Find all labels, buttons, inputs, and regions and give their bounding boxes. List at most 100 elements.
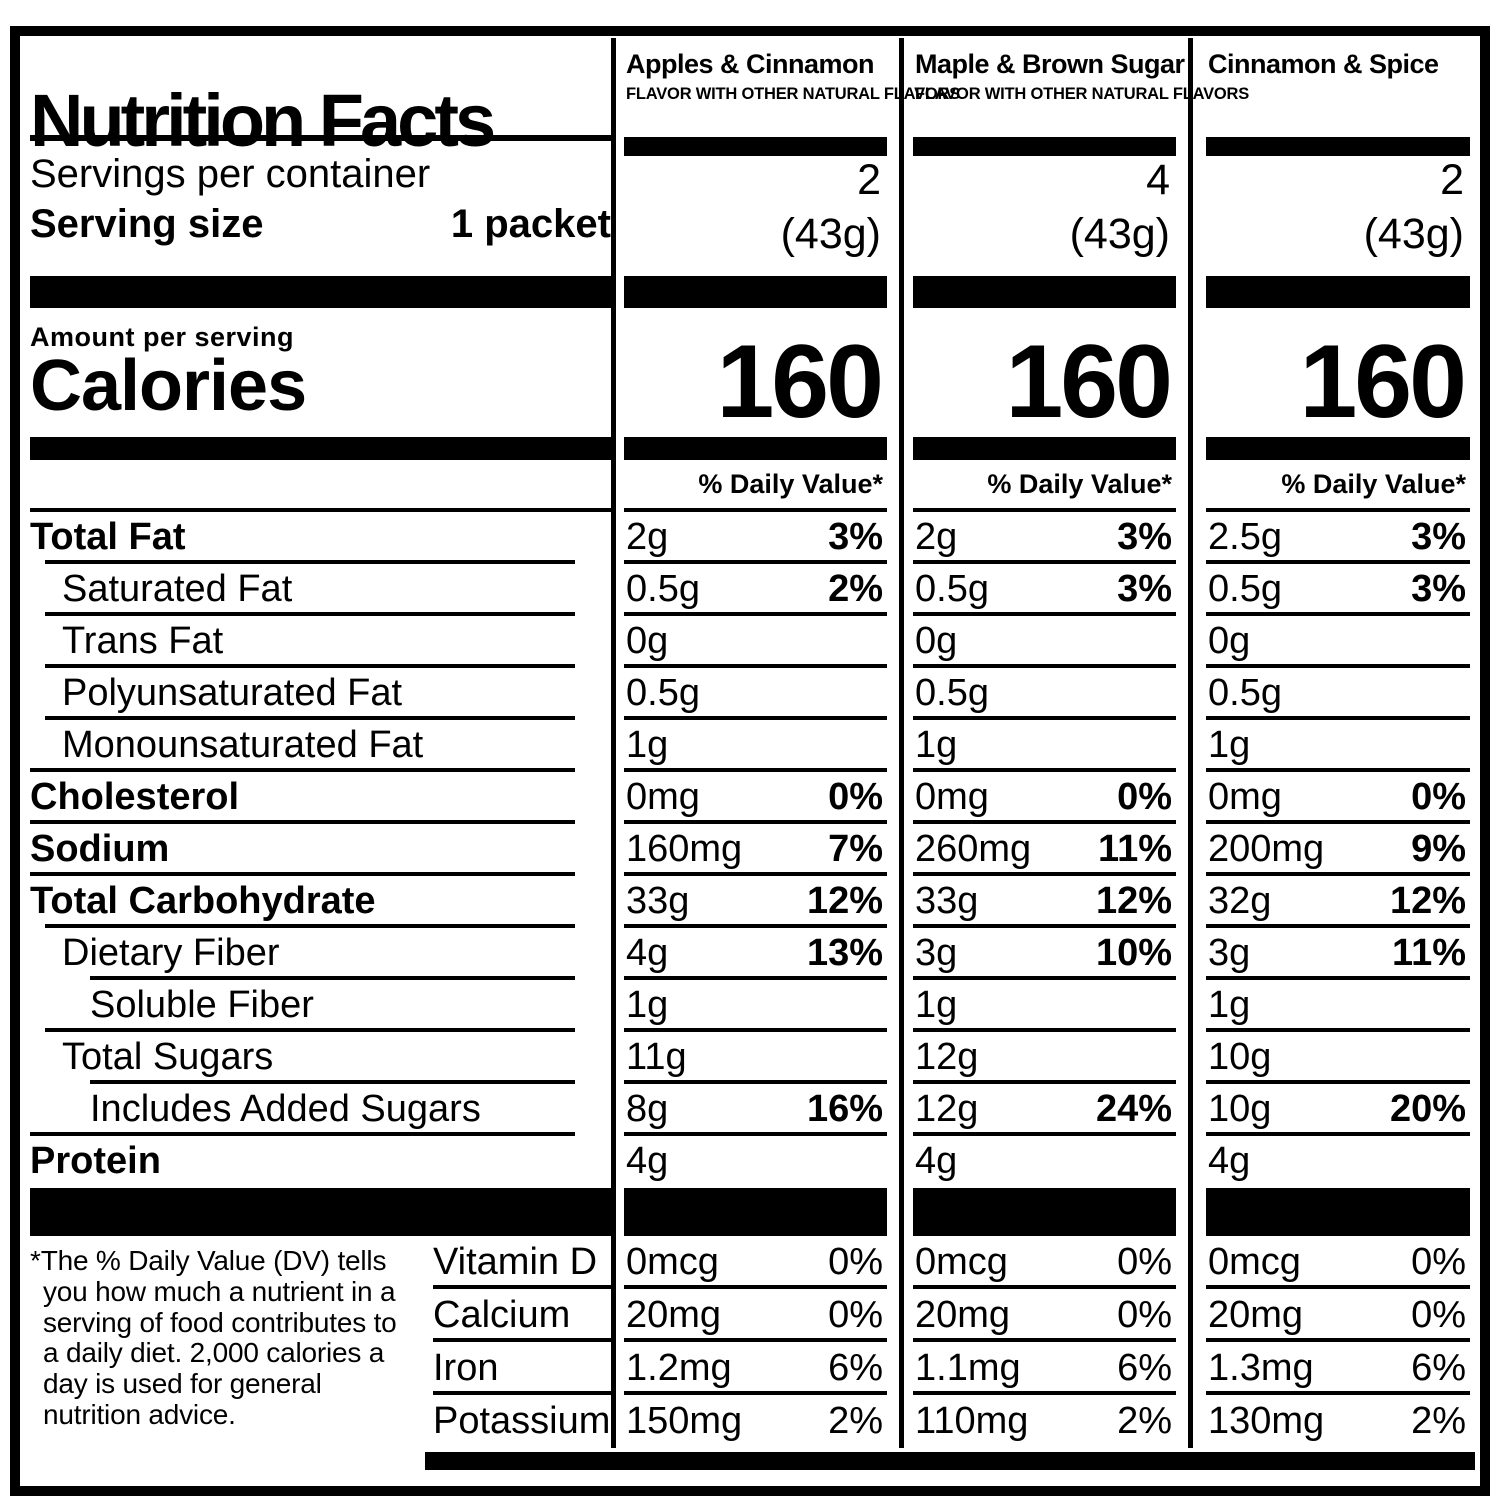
- nutrient-label: Saturated Fat: [62, 568, 293, 611]
- nutrient-value-row: 1g: [624, 980, 887, 1032]
- nutrient-value-row: 0.5g: [1206, 668, 1470, 720]
- nutrient-value-row: 4g: [1206, 1136, 1470, 1188]
- amount-value: 1g: [915, 984, 958, 1027]
- dv-value: 7%: [828, 828, 883, 871]
- amount-per-serving-label: Amount per serving: [30, 322, 295, 352]
- dv-value: 2%: [828, 1399, 883, 1442]
- dv-value: 12%: [806, 880, 883, 923]
- thick-rule: [30, 1188, 611, 1236]
- flavor-name: Apples & Cinnamon: [626, 49, 875, 79]
- serving-weight: (43g): [780, 210, 881, 258]
- amount-value: 10g: [1208, 1088, 1272, 1131]
- amount-value: 12g: [915, 1088, 979, 1131]
- nutrient-label: Soluble Fiber: [90, 984, 314, 1027]
- nutrient-value-row: 11g: [624, 1032, 887, 1084]
- dv-value: 0%: [828, 1240, 883, 1283]
- amount-value: 1g: [1208, 724, 1251, 767]
- amount-value: 3g: [915, 932, 958, 975]
- nutrient-label: Trans Fat: [62, 620, 224, 663]
- thick-rule: [1206, 137, 1470, 156]
- calories-cell: 160: [624, 308, 887, 437]
- title-rule: [30, 135, 611, 141]
- dv-value: 3%: [1411, 516, 1466, 559]
- amount-value: 110mg: [915, 1399, 1029, 1442]
- calories-value: 160: [1005, 324, 1173, 441]
- amount-value: 160mg: [626, 828, 743, 871]
- nutrient-row: Total Carbohydrate: [30, 876, 611, 928]
- vitamin-row: Vitamin D: [433, 1236, 611, 1289]
- amount-value: 0.5g: [626, 568, 700, 611]
- vitamin-value-row: 20mg 0%: [1206, 1289, 1470, 1342]
- nutrient-value-row: 260mg 11%: [913, 824, 1176, 876]
- amount-value: 0.5g: [915, 568, 989, 611]
- daily-value-header-text: % Daily Value*: [698, 469, 883, 499]
- dv-value: 0%: [1411, 1240, 1466, 1283]
- thick-rule: [1206, 437, 1470, 460]
- servings-per-container-label: Servings per container: [30, 152, 431, 196]
- nutrient-value-row: 0g: [913, 616, 1176, 668]
- servings-count: 2: [1440, 156, 1464, 204]
- calories-value: 160: [1299, 324, 1467, 441]
- nutrient-value-row: 3g 10%: [913, 928, 1176, 980]
- amount-value: 4g: [626, 932, 669, 975]
- amount-value: 0mcg: [1208, 1240, 1301, 1283]
- column-divider: [611, 38, 616, 1448]
- dv-value: 0%: [828, 1293, 883, 1336]
- amount-value: 20mg: [626, 1293, 722, 1336]
- vitamin-value-row: 1.2mg 6%: [624, 1342, 887, 1395]
- daily-value-header-spacer: [30, 460, 611, 512]
- flavor-header: Cinnamon & Spice 2 (43g): [1206, 38, 1470, 276]
- nutrient-label: Dietary Fiber: [62, 932, 280, 975]
- calories-label: Calories: [30, 346, 307, 426]
- flavor-subtitle: FLAVOR WITH OTHER NATURAL FLAVORS: [626, 85, 961, 103]
- nutrient-row: Cholesterol: [30, 772, 611, 824]
- nutrient-row: Saturated Fat: [30, 564, 611, 616]
- dv-value: 2%: [1117, 1399, 1172, 1442]
- amount-value: 2g: [626, 516, 669, 559]
- vitamin-value-row: 20mg 0%: [913, 1289, 1176, 1342]
- daily-value-header-text: % Daily Value*: [987, 469, 1172, 499]
- vitamin-row: Potassium: [433, 1395, 611, 1448]
- daily-value-header: % Daily Value*: [1206, 460, 1470, 512]
- dv-value: 6%: [828, 1346, 883, 1389]
- amount-value: 1g: [626, 984, 669, 1027]
- amount-value: 0.5g: [1208, 568, 1282, 611]
- amount-value: 260mg: [915, 828, 1032, 871]
- nutrient-value-row: 1g: [1206, 720, 1470, 772]
- amount-value: 2g: [915, 516, 958, 559]
- nutrient-label: Sodium: [30, 828, 170, 871]
- dv-value: 20%: [1389, 1088, 1466, 1131]
- nutrient-value-row: 33g 12%: [913, 876, 1176, 928]
- amount-value: 0g: [1208, 620, 1251, 663]
- dv-value: 3%: [828, 516, 883, 559]
- dv-value: 24%: [1095, 1088, 1172, 1131]
- nutrient-value-row: 0g: [1206, 616, 1470, 668]
- vitamin-names: Vitamin D Calcium Iron Potassium: [433, 1236, 611, 1448]
- nutrient-value-row: 10g 20%: [1206, 1084, 1470, 1136]
- servings-count: 4: [1146, 156, 1170, 204]
- vitamin-value-row: 1.1mg 6%: [913, 1342, 1176, 1395]
- thick-rule: [913, 276, 1176, 308]
- flavor-column-maple-brown-sugar: Maple & Brown Sugar FLAVOR WITH OTHER NA…: [913, 38, 1249, 1448]
- thick-rule: [624, 437, 887, 460]
- amount-value: 0.5g: [1208, 672, 1282, 715]
- dv-value: 0%: [1411, 1293, 1466, 1336]
- nutrient-value-row: 12g: [913, 1032, 1176, 1084]
- vitamin-row: Iron: [433, 1342, 611, 1395]
- amount-value: 20mg: [1208, 1293, 1304, 1336]
- dv-value: 13%: [806, 932, 883, 975]
- thick-rule: [1206, 1188, 1470, 1236]
- vitamin-value-row: 0mcg 0%: [913, 1236, 1176, 1289]
- nutrient-row: Soluble Fiber: [30, 980, 611, 1032]
- nutrient-row: Trans Fat: [30, 616, 611, 668]
- servings-count: 2: [857, 156, 881, 204]
- nutrient-value-row: 0.5g: [624, 668, 887, 720]
- dv-value: 2%: [828, 568, 883, 611]
- nutrient-value-row: 200mg 9%: [1206, 824, 1470, 876]
- amount-value: 1g: [1208, 984, 1251, 1027]
- nutrient-value-row: 3g 11%: [1206, 928, 1470, 980]
- amount-value: 0mg: [626, 776, 700, 819]
- thick-rule: [913, 437, 1176, 460]
- nutrient-value-row: 32g 12%: [1206, 876, 1470, 928]
- vitamin-label: Iron: [433, 1347, 499, 1389]
